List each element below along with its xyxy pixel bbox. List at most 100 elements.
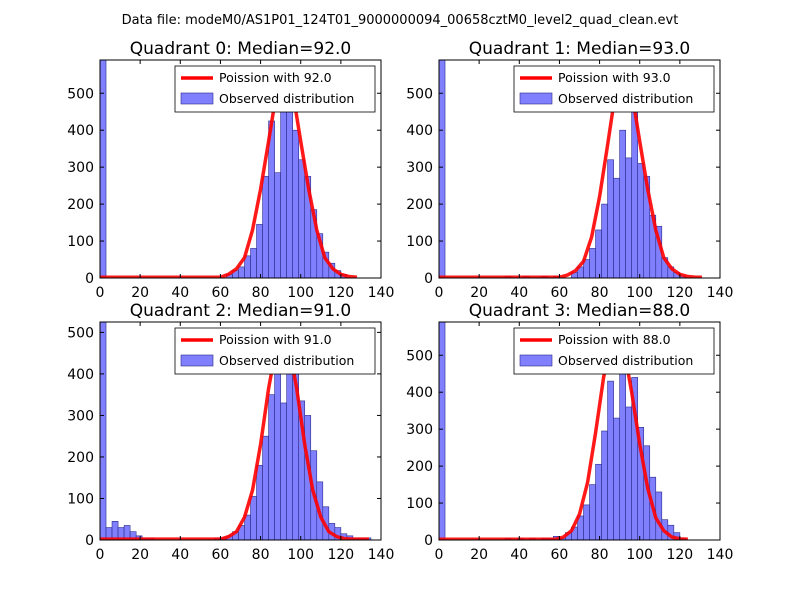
x-tick-label: 20	[131, 285, 149, 301]
legend-line-label: Poission with 88.0	[558, 332, 671, 347]
x-tick-label: 140	[707, 547, 734, 563]
histogram-bar	[262, 435, 269, 540]
histogram-bar	[607, 159, 614, 278]
x-tick-label: 0	[96, 547, 105, 563]
quadrant-1-subplot: 0 20 40 60 80 100 120 140 0 100 200 300 400 500 Quadra…	[406, 39, 733, 301]
x-tick-label: 60	[212, 547, 230, 563]
figure-suptitle: Data file: modeM0/AS1P01_124T01_90000000…	[122, 13, 679, 28]
x-tick-label: 100	[626, 285, 653, 301]
histogram-bar	[613, 417, 620, 540]
x-tick-label: 120	[666, 285, 693, 301]
histogram-bar	[601, 430, 608, 540]
legend-bar-label: Observed distribution	[558, 91, 693, 106]
legend: Poission with 91.0 Observed distribution	[174, 327, 376, 375]
y-tick-label: 100	[406, 234, 433, 250]
x-tick-label: 40	[171, 285, 189, 301]
y-tick-label: 300	[67, 160, 94, 176]
histogram-bar	[100, 322, 107, 540]
histogram-bar	[589, 248, 596, 278]
y-tick-label: 300	[406, 160, 433, 176]
y-tick-label: 500	[406, 86, 433, 102]
y-tick-label: 500	[67, 86, 94, 102]
x-tick-label: 120	[666, 547, 693, 563]
x-tick-label: 140	[707, 285, 734, 301]
x-tick-label: 40	[510, 285, 528, 301]
x-tick-label: 120	[327, 285, 354, 301]
histogram-bar	[298, 159, 306, 278]
legend-bar-label: Observed distribution	[219, 91, 354, 106]
histogram-bar	[262, 176, 269, 278]
x-tick-label: 40	[171, 547, 189, 563]
histogram-bar	[439, 322, 446, 540]
x-tick-label: 20	[131, 547, 149, 563]
histogram-bar	[286, 111, 293, 278]
x-tick-label: 100	[626, 547, 653, 563]
legend-bar-swatch	[180, 92, 214, 105]
x-tick-label: 80	[252, 547, 270, 563]
histogram-bar	[280, 402, 287, 540]
histogram-bar	[625, 406, 632, 540]
histogram-bar	[595, 229, 602, 278]
axes-frame	[438, 321, 721, 541]
legend-line-label: Poission with 92.0	[219, 70, 332, 85]
histogram-bar	[619, 129, 626, 278]
x-tick-label: 20	[470, 285, 488, 301]
x-tick-label: 80	[591, 285, 609, 301]
histogram-bar	[439, 60, 446, 278]
y-tick-label: 200	[67, 450, 94, 466]
legend-bar-swatch	[519, 92, 553, 105]
y-tick-label: 0	[85, 271, 94, 287]
histogram-bar	[250, 496, 257, 540]
histogram-bar	[238, 266, 245, 278]
y-tick-label: 100	[67, 491, 94, 507]
quadrant-3-subplot: 0 20 40 60 80 100 120 140 0 100 200 300 400 500 Quadra…	[406, 301, 733, 563]
histogram-bar	[601, 203, 608, 278]
legend-box	[174, 65, 376, 113]
histogram-bar	[583, 504, 590, 540]
x-tick-label: 120	[327, 547, 354, 563]
legend-bar-swatch	[519, 354, 553, 367]
histogram-bar	[256, 464, 263, 540]
subplots-grid: 0 20 40 60 80 100 120 1400100200300400500Quadra…	[67, 39, 733, 563]
axes-frame	[99, 59, 382, 279]
histogram-bar	[613, 177, 620, 278]
histogram-bar	[625, 157, 632, 278]
subplot-title: Quadrant 2: Median=91.0	[130, 301, 352, 321]
histogram-bar	[292, 129, 300, 278]
y-tick-label: 200	[406, 459, 433, 475]
y-tick-label: 300	[406, 422, 433, 438]
subplot-title: Quadrant 1: Median=93.0	[469, 39, 691, 59]
x-tick-label: 0	[96, 285, 105, 301]
axes-frame	[99, 321, 382, 541]
y-tick-label: 300	[67, 408, 94, 424]
histogram-bar	[256, 224, 263, 278]
legend-box	[174, 327, 376, 375]
x-tick-label: 80	[252, 285, 270, 301]
x-tick-label: 0	[435, 285, 444, 301]
x-tick-label: 100	[287, 547, 314, 563]
legend: Poission with 92.0 Observed distribution	[174, 65, 376, 113]
histogram-bar	[637, 163, 645, 278]
subplot-title: Quadrant 3: Median=88.0	[469, 301, 691, 321]
y-tick-label: 0	[424, 271, 433, 287]
histogram-bar	[589, 484, 596, 540]
x-tick-label: 40	[510, 547, 528, 563]
y-tick-label: 100	[67, 234, 94, 250]
y-tick-label: 400	[406, 385, 433, 401]
y-tick-label: 400	[67, 123, 94, 139]
y-tick-label: 0	[424, 533, 433, 549]
legend-line-label: Poission with 93.0	[558, 70, 671, 85]
x-tick-label: 20	[470, 547, 488, 563]
y-tick-label: 400	[406, 123, 433, 139]
legend-box	[513, 327, 715, 375]
y-tick-label: 100	[406, 496, 433, 512]
x-tick-label: 60	[551, 547, 569, 563]
legend-box	[513, 65, 715, 113]
y-tick-label: 200	[67, 197, 94, 213]
histogram-bar	[286, 359, 293, 540]
histogram-bar	[274, 172, 281, 278]
y-tick-label: 0	[85, 533, 94, 549]
histogram-bar	[111, 521, 119, 540]
x-tick-label: 140	[368, 285, 395, 301]
histogram-bar	[274, 365, 281, 540]
